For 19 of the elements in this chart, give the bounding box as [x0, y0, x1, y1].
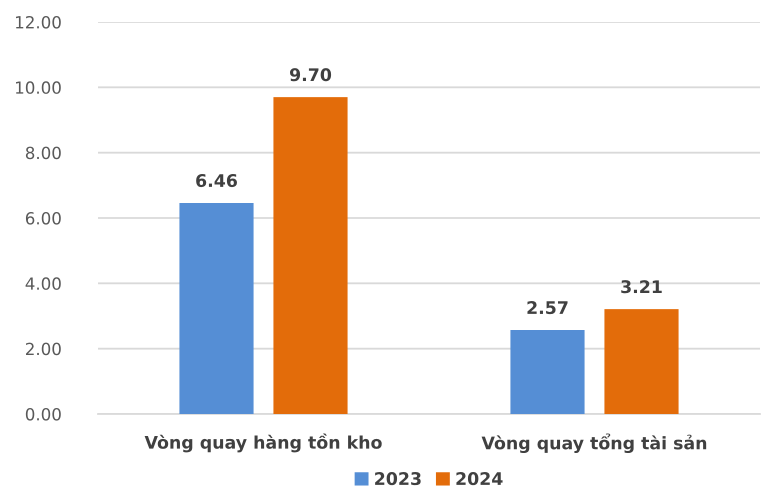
- bar: [179, 202, 254, 414]
- data-label: 9.70: [290, 68, 332, 82]
- x-tick-label: Vòng quay tổng tài sản: [482, 433, 706, 454]
- y-tick-label: 10.00: [16, 81, 61, 94]
- x-tick-label: Vòng quay hàng tồn kho: [144, 433, 382, 452]
- legend-label: 2023: [375, 472, 421, 486]
- y-tick-label: 0.00: [26, 408, 61, 421]
- y-tick-label: 12.00: [16, 16, 61, 29]
- y-tick-label: 8.00: [26, 146, 61, 160]
- legend-label: 2024: [456, 472, 503, 486]
- bar: [510, 330, 585, 414]
- y-tick-label: 6.00: [26, 212, 61, 225]
- bar: [604, 309, 679, 414]
- y-tick-label: 4.00: [26, 277, 61, 290]
- data-label: 3.21: [621, 280, 662, 294]
- data-label: 6.46: [196, 174, 237, 188]
- data-label: 2.57: [527, 301, 568, 314]
- y-tick-label: 2.00: [26, 342, 61, 356]
- bar: [273, 97, 348, 414]
